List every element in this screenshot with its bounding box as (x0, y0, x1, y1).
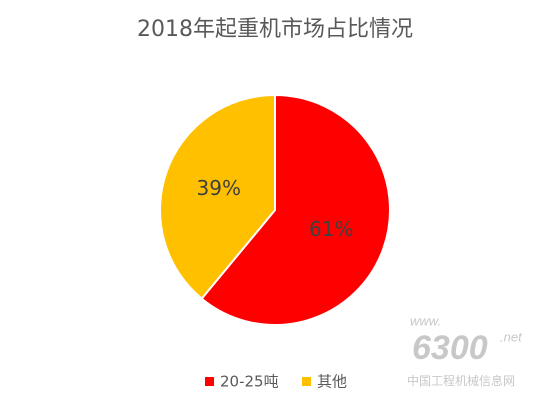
watermark-text: 6300 (412, 329, 488, 367)
watermark-text: .net (500, 329, 523, 344)
pie-slice (159, 93, 276, 301)
watermark-text: www. (410, 313, 441, 328)
value-label: 39% (197, 176, 241, 200)
watermark-text: 中国工程机械信息网 (407, 373, 515, 388)
legend-swatch (205, 377, 214, 386)
pie-slice (200, 93, 391, 326)
legend-label: 其他 (317, 373, 347, 391)
chart-title: 2018年起重机市场占比情况 (137, 17, 413, 42)
legend-label: 20-25吨 (220, 373, 279, 391)
watermark: www. 6300 .net 中国工程机械信息网 (407, 313, 523, 388)
legend-swatch (302, 377, 311, 386)
value-label: 61% (309, 217, 353, 241)
